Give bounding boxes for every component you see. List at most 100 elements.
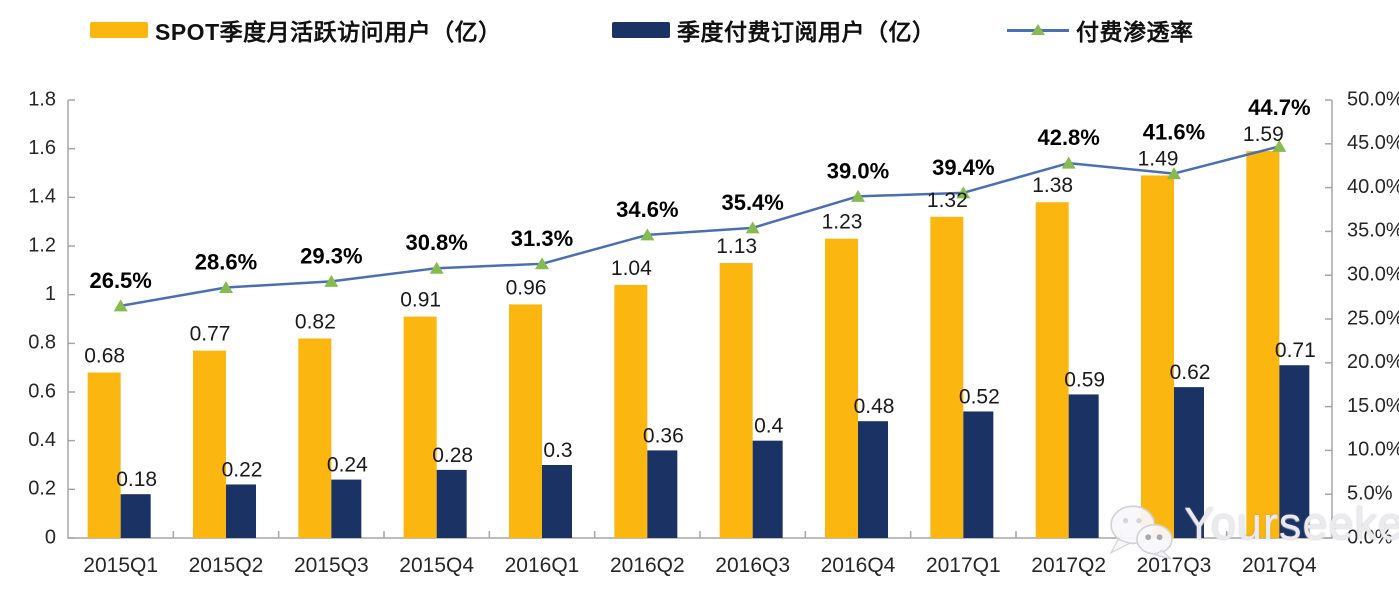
x-axis-category-label: 2016Q4 [821, 554, 896, 577]
bar-label-subscribers: 0.22 [222, 458, 263, 481]
triangle-marker-icon [1031, 23, 1045, 35]
bar-mau [825, 238, 858, 538]
chart-legend: SPOT季度月活跃访问用户（亿） 季度付费订阅用户（亿） 付费渗透率 [0, 14, 1399, 46]
right-axis-tick-label: 50.0% [1347, 88, 1399, 110]
bar-label-subscribers: 0.59 [1064, 368, 1105, 391]
bar-subscribers [331, 479, 362, 538]
bar-mau [509, 304, 542, 538]
x-axis-category-label: 2015Q3 [294, 554, 369, 577]
bar-label-mau: 1.49 [1138, 147, 1179, 170]
bar-mau [87, 372, 121, 538]
penetration-label: 26.5% [89, 268, 151, 293]
bar-mau [1246, 151, 1280, 538]
penetration-line [120, 145, 1280, 308]
bar-label-subscribers: 0.4 [754, 415, 784, 438]
penetration-label: 39.4% [932, 155, 994, 180]
bar-subscribers [1068, 394, 1099, 538]
bar-label-mau: 1.32 [927, 189, 968, 212]
x-axis-category-label: 2015Q2 [189, 554, 264, 577]
penetration-marker-triangle [1061, 156, 1076, 169]
bar-label-mau: 1.38 [1032, 174, 1073, 197]
bar-label-subscribers: 0.3 [543, 439, 572, 462]
bar-mau [193, 350, 226, 538]
bar-subscribers [120, 494, 151, 538]
legend-swatch-subscribers [612, 22, 670, 38]
bar-label-subscribers: 0.62 [1170, 361, 1211, 384]
bar-subscribers [858, 421, 888, 538]
penetration-marker-triangle [535, 257, 549, 270]
left-axis-tick-label: 1 [45, 283, 56, 305]
bar-subscribers [226, 484, 256, 538]
left-axis-tick-label: 1.2 [28, 234, 56, 256]
penetration-label: 41.6% [1143, 119, 1205, 144]
left-axis-tick-label: 0 [45, 526, 56, 548]
left-axis-tick-label: 0.2 [28, 478, 56, 500]
bar-mau [403, 316, 437, 538]
left-axis-tick-label: 1.4 [28, 186, 56, 208]
right-axis-tick-label: 40.0% [1347, 176, 1399, 198]
right-axis-tick-label: 45.0% [1347, 132, 1399, 154]
right-axis-tick-label: 30.0% [1347, 263, 1399, 285]
bar-label-mau: 0.68 [84, 345, 125, 368]
x-axis-category-label: 2017Q3 [1137, 554, 1212, 577]
legend-label-penetration: 付费渗透率 [1076, 19, 1194, 45]
bar-label-mau: 1.13 [716, 235, 757, 258]
penetration-label: 44.7% [1248, 95, 1310, 120]
legend-item-subscribers: 季度付费订阅用户（亿） [612, 14, 936, 46]
bar-label-mau: 1.04 [611, 257, 652, 280]
bar-label-subscribers: 0.71 [1275, 339, 1316, 362]
bar-subscribers [752, 440, 783, 538]
right-axis-tick-label: 10.0% [1347, 439, 1399, 461]
x-axis-category-label: 2015Q4 [399, 554, 474, 577]
bar-label-subscribers: 0.24 [327, 454, 368, 477]
penetration-label: 30.8% [405, 230, 467, 255]
legend-item-penetration: 付费渗透率 [1007, 14, 1194, 46]
right-axis-tick-label: 35.0% [1347, 220, 1399, 242]
penetration-marker-triangle [745, 221, 760, 234]
bar-subscribers [1279, 365, 1310, 538]
bar-label-mau: 0.96 [506, 276, 547, 299]
bar-label-subscribers: 0.36 [643, 424, 684, 447]
penetration-label: 39.0% [827, 158, 889, 183]
bar-mau [719, 263, 753, 538]
penetration-label: 42.8% [1037, 125, 1099, 150]
bar-label-subscribers: 0.48 [854, 395, 895, 418]
penetration-marker-triangle [956, 186, 971, 199]
bar-subscribers [647, 450, 678, 538]
x-axis-category-label: 2016Q1 [505, 554, 580, 577]
right-axis-tick-label: 5.0% [1347, 482, 1393, 504]
bar-subscribers [542, 465, 572, 538]
penetration-label: 29.3% [300, 243, 362, 268]
bar-mau [298, 338, 332, 538]
left-axis-tick-label: 1.8 [28, 88, 56, 110]
bar-subscribers [436, 469, 467, 538]
penetration-label: 35.4% [721, 190, 783, 215]
penetration-marker-triangle [429, 261, 444, 274]
legend-line-marker-icon [1007, 23, 1069, 35]
penetration-marker-triangle [640, 228, 655, 241]
bar-label-subscribers: 0.18 [116, 468, 157, 491]
right-axis-tick-label: 20.0% [1347, 351, 1399, 373]
penetration-marker-triangle [1272, 139, 1287, 152]
bar-subscribers [963, 411, 994, 538]
x-axis-category-label: 2015Q1 [83, 554, 158, 577]
penetration-marker-triangle [219, 280, 233, 293]
bar-label-mau: 0.77 [190, 323, 231, 346]
right-axis-tick-label: 25.0% [1347, 307, 1399, 329]
x-axis-category-label: 2017Q4 [1242, 554, 1317, 577]
bar-label-subscribers: 0.52 [959, 385, 1000, 408]
bar-mau [1035, 202, 1069, 538]
left-axis-tick-label: 1.6 [28, 137, 56, 159]
penetration-label: 28.6% [195, 249, 257, 274]
x-axis-category-label: 2017Q2 [1031, 554, 1106, 577]
bar-mau [1141, 175, 1174, 538]
penetration-marker-triangle [1167, 167, 1181, 180]
penetration-label: 34.6% [616, 197, 678, 222]
left-axis-tick-label: 0.8 [28, 332, 56, 354]
bar-label-subscribers: 0.28 [432, 444, 473, 467]
x-axis-category-label: 2016Q2 [610, 554, 685, 577]
bar-label-mau: 0.82 [295, 310, 336, 333]
penetration-marker-triangle [113, 299, 128, 312]
bar-label-mau: 1.59 [1243, 123, 1284, 146]
